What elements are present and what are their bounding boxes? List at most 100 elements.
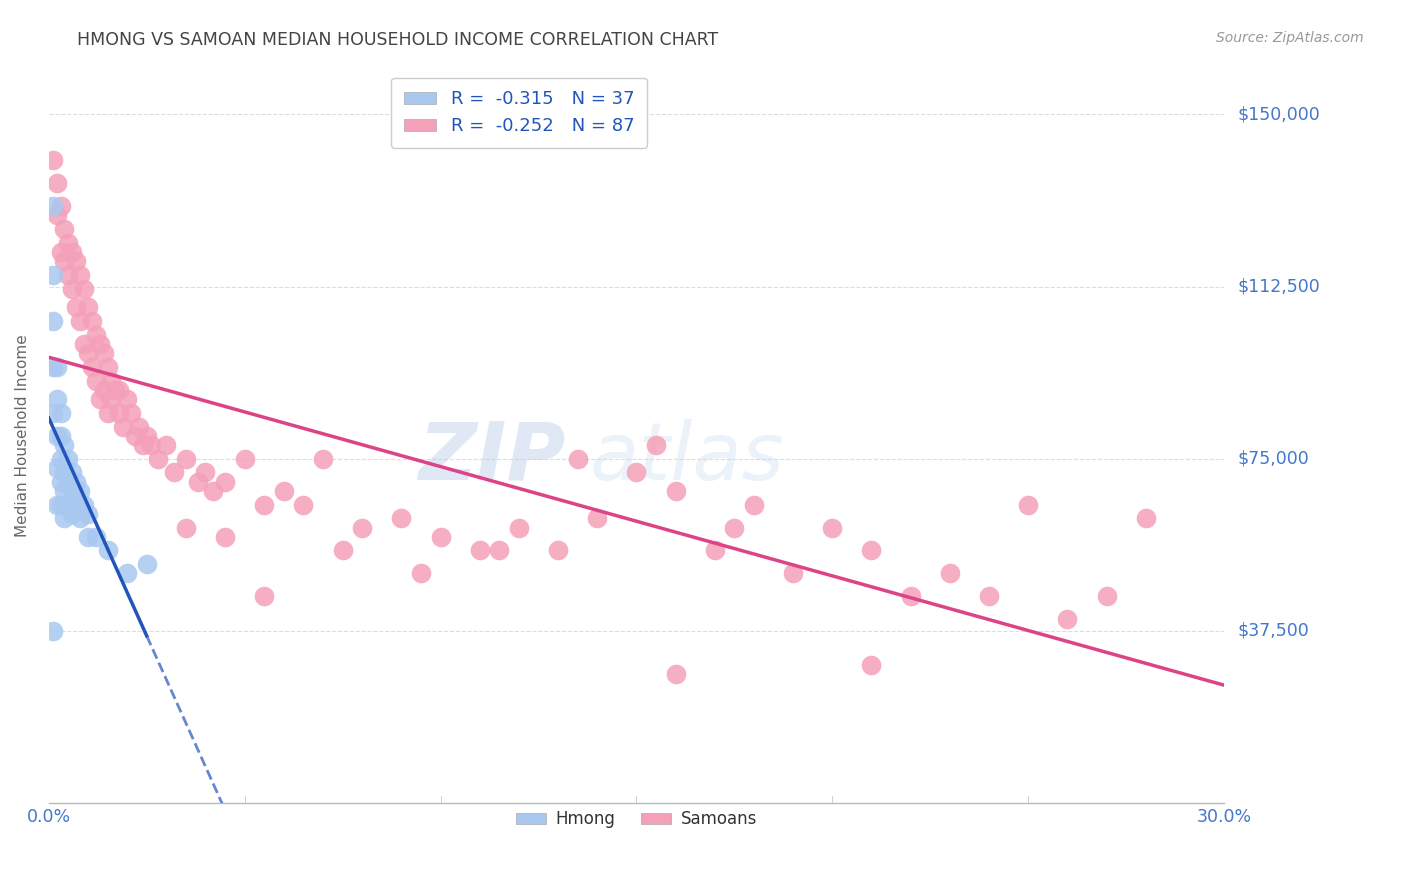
Point [112, 419, 135, 434]
Point [124, 428, 146, 442]
Point [45, 498, 67, 512]
Point [128, 419, 150, 434]
Point [73, 282, 96, 296]
Point [41, 406, 63, 420]
Point [139, 438, 162, 452]
Point [782, 566, 804, 581]
Point [352, 520, 374, 534]
Point [723, 520, 745, 534]
Point [132, 438, 155, 452]
Point [53, 222, 76, 236]
Point [900, 590, 922, 604]
Point [586, 511, 609, 525]
Text: $37,500: $37,500 [1237, 622, 1310, 640]
Point [73, 337, 96, 351]
Point [41, 314, 63, 328]
Point [49, 475, 72, 489]
Text: atlas: atlas [589, 418, 785, 497]
Point [104, 383, 127, 397]
Point [567, 451, 589, 466]
Point [73, 498, 96, 512]
Point [202, 483, 225, 498]
Point [93, 346, 115, 360]
Point [332, 543, 354, 558]
Point [292, 498, 315, 512]
Point [1095, 590, 1118, 604]
Point [703, 543, 725, 558]
Point [69, 483, 91, 498]
Point [65, 475, 87, 489]
Point [53, 483, 76, 498]
Point [148, 451, 170, 466]
Point [135, 428, 157, 442]
Point [821, 520, 844, 534]
Point [53, 254, 76, 268]
Point [49, 406, 72, 420]
Point [58, 498, 80, 512]
Point [69, 314, 91, 328]
Point [115, 566, 138, 581]
Point [80, 314, 103, 328]
Point [508, 520, 530, 534]
Point [253, 590, 276, 604]
Point [60, 245, 83, 260]
Text: HMONG VS SAMOAN MEDIAN HOUSEHOLD INCOME CORRELATION CHART: HMONG VS SAMOAN MEDIAN HOUSEHOLD INCOME … [77, 31, 718, 49]
Point [645, 438, 668, 452]
Point [45, 428, 67, 442]
Point [49, 498, 72, 512]
Point [53, 438, 76, 452]
Point [389, 511, 412, 525]
Point [69, 268, 91, 282]
Point [60, 483, 83, 498]
Point [49, 199, 72, 213]
Point [58, 451, 80, 466]
Point [77, 300, 100, 314]
Point [60, 466, 83, 480]
Text: $75,000: $75,000 [1237, 450, 1310, 467]
Text: ZIP: ZIP [419, 418, 565, 497]
Point [155, 438, 177, 452]
Point [49, 451, 72, 466]
Text: Source: ZipAtlas.com: Source: ZipAtlas.com [1216, 31, 1364, 45]
Point [547, 543, 569, 558]
Point [939, 566, 962, 581]
Point [468, 543, 491, 558]
Point [187, 475, 209, 489]
Point [135, 558, 157, 572]
Point [1056, 612, 1078, 626]
Point [96, 406, 118, 420]
Point [53, 466, 76, 480]
Text: $150,000: $150,000 [1237, 105, 1320, 123]
Point [53, 511, 76, 525]
Point [41, 153, 63, 168]
Point [626, 466, 648, 480]
Point [45, 208, 67, 222]
Point [84, 530, 107, 544]
Point [860, 543, 883, 558]
Point [977, 590, 1000, 604]
Point [100, 392, 122, 406]
Point [115, 392, 138, 406]
Point [273, 483, 295, 498]
Point [49, 245, 72, 260]
Point [409, 566, 432, 581]
Point [41, 199, 63, 213]
Point [488, 543, 510, 558]
Point [100, 374, 122, 388]
Point [429, 530, 451, 544]
Point [84, 327, 107, 342]
Point [163, 466, 186, 480]
Point [312, 451, 335, 466]
Point [174, 451, 197, 466]
Point [58, 268, 80, 282]
Point [45, 461, 67, 475]
Point [1135, 511, 1157, 525]
Point [233, 451, 256, 466]
Point [77, 530, 100, 544]
Point [60, 282, 83, 296]
Point [120, 406, 142, 420]
Point [45, 359, 67, 374]
Point [664, 483, 686, 498]
Point [214, 475, 236, 489]
Point [742, 498, 765, 512]
